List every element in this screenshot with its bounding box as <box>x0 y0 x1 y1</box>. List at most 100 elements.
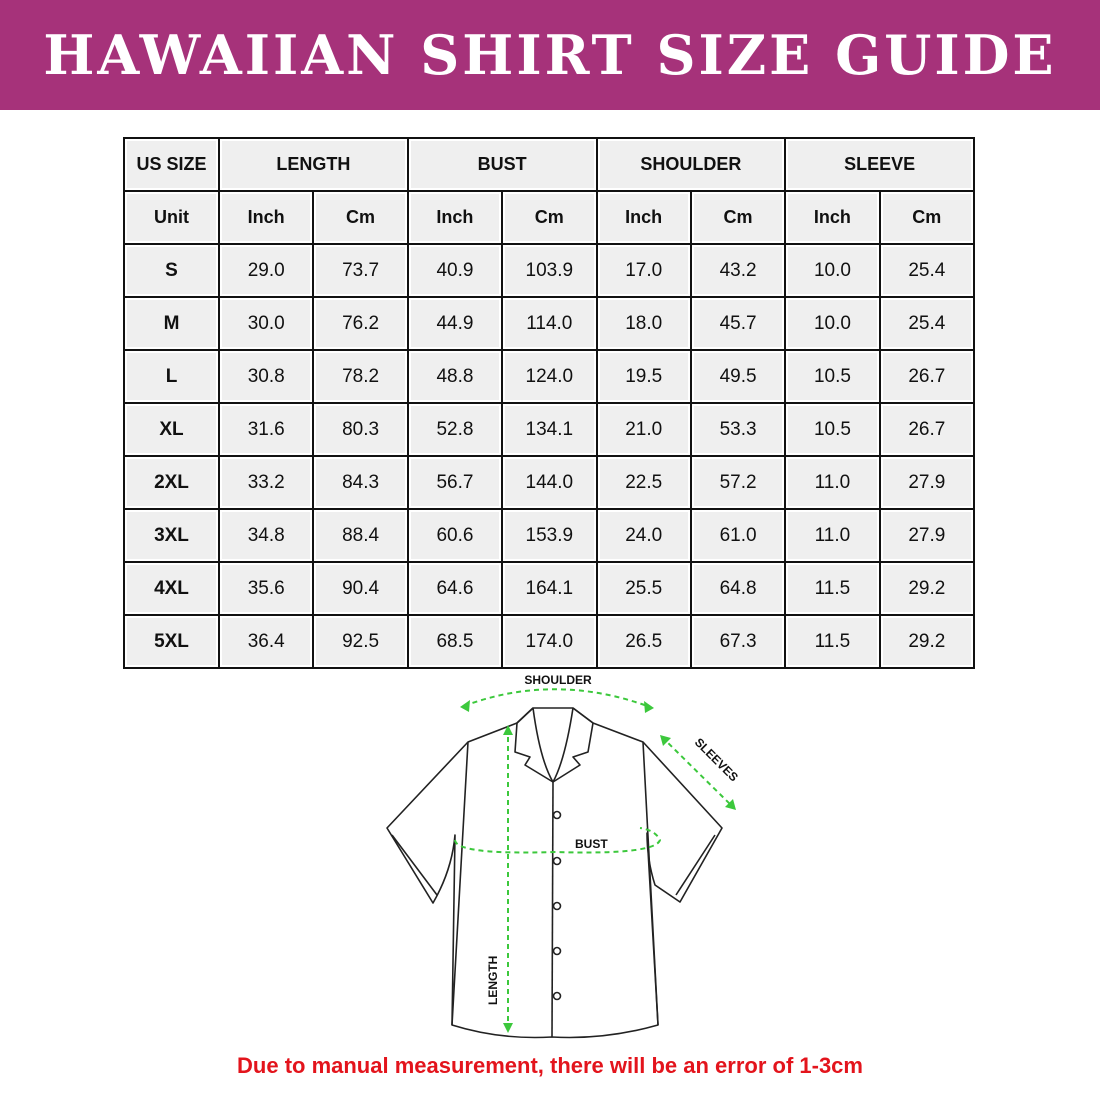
value-cell: 27.9 <box>878 455 976 510</box>
value-cell: 68.5 <box>406 614 504 669</box>
value-cell: 18.0 <box>595 296 692 351</box>
value-cell: 29.2 <box>878 614 976 669</box>
value-cell: 57.2 <box>689 455 787 510</box>
value-cell: 29.2 <box>878 561 976 616</box>
shirt-outline <box>386 707 723 1039</box>
value-cell: 30.8 <box>217 349 315 404</box>
value-cell: 64.6 <box>406 561 504 616</box>
table-row: 5XL 36.4 92.5 68.5 174.0 26.5 67.3 11.5 29.2 <box>123 614 976 669</box>
unit-label: Unit <box>123 190 220 245</box>
arrowheads <box>460 700 736 1033</box>
value-cell: 90.4 <box>312 561 409 616</box>
value-cell: 114.0 <box>501 296 598 351</box>
value-cell: 64.8 <box>689 561 787 616</box>
value-cell: 31.6 <box>217 402 315 457</box>
value-cell: 124.0 <box>501 349 598 404</box>
value-cell: 164.1 <box>501 561 598 616</box>
unit-cell: Inch <box>784 190 881 245</box>
value-cell: 11.5 <box>784 561 881 616</box>
value-cell: 60.6 <box>406 508 504 563</box>
value-cell: 92.5 <box>312 614 409 669</box>
table-row: 2XL 33.2 84.3 56.7 144.0 22.5 57.2 11.0 27.9 <box>123 455 976 510</box>
sleeves-label: SLEEVES <box>692 735 741 784</box>
value-cell: 21.0 <box>595 402 692 457</box>
value-cell: 84.3 <box>312 455 409 510</box>
value-cell: 134.1 <box>501 402 598 457</box>
value-cell: 25.5 <box>595 561 692 616</box>
unit-cell: Cm <box>312 190 409 245</box>
unit-cell: Inch <box>217 190 315 245</box>
value-cell: 49.5 <box>689 349 787 404</box>
sleeves-arrow <box>661 736 735 809</box>
value-cell: 34.8 <box>217 508 315 563</box>
unit-cell: Inch <box>595 190 692 245</box>
value-cell: 33.2 <box>217 455 315 510</box>
value-cell: 26.7 <box>878 349 976 404</box>
size-cell: M <box>123 296 220 351</box>
value-cell: 10.5 <box>784 402 881 457</box>
header-length: LENGTH <box>218 137 409 192</box>
table-row: XL 31.6 80.3 52.8 134.1 21.0 53.3 10.5 26.7 <box>123 402 976 457</box>
bust-label: BUST <box>575 837 608 851</box>
value-cell: 67.3 <box>689 614 787 669</box>
value-cell: 25.4 <box>878 296 976 351</box>
value-cell: 27.9 <box>878 508 976 563</box>
value-cell: 26.7 <box>878 402 976 457</box>
value-cell: 174.0 <box>501 614 598 669</box>
value-cell: 73.7 <box>312 243 409 298</box>
group-header-row: US SIZE LENGTH BUST SHOULDER SLEEVE <box>123 137 975 192</box>
table-row: M 30.0 76.2 44.9 114.0 18.0 45.7 10.0 25.4 <box>123 296 976 351</box>
value-cell: 17.0 <box>595 243 692 298</box>
page-title: HAWAIIAN SHIRT SIZE GUIDE <box>43 23 1057 87</box>
header-shoulder: SHOULDER <box>595 137 787 192</box>
unit-row: Unit Inch Cm Inch Cm Inch Cm Inch Cm <box>123 190 976 245</box>
table-row: 3XL 34.8 88.4 60.6 153.9 24.0 61.0 11.0 27.9 <box>123 508 976 563</box>
size-cell: XL <box>123 402 220 457</box>
value-cell: 44.9 <box>406 296 504 351</box>
unit-cell: Cm <box>878 190 976 245</box>
unit-cell: Cm <box>689 190 787 245</box>
measurement-note: Due to manual measurement, there will be… <box>237 1053 863 1078</box>
header-sleeve: SLEEVE <box>784 137 975 192</box>
value-cell: 10.0 <box>784 243 881 298</box>
measure-arrows <box>454 688 735 1030</box>
size-cell: S <box>123 243 220 298</box>
value-cell: 11.0 <box>784 455 881 510</box>
title-banner: HAWAIIAN SHIRT SIZE GUIDE <box>0 0 1100 110</box>
value-cell: 52.8 <box>406 402 504 457</box>
value-cell: 153.9 <box>501 508 598 563</box>
length-label: LENGTH <box>486 956 500 1005</box>
value-cell: 30.0 <box>217 296 315 351</box>
shoulder-arrow <box>463 688 651 708</box>
value-cell: 80.3 <box>312 402 409 457</box>
value-cell: 19.5 <box>595 349 692 404</box>
header-us-size: US SIZE <box>123 137 220 192</box>
size-table: US SIZE LENGTH BUST SHOULDER SLEEVE Unit… <box>123 137 976 669</box>
value-cell: 103.9 <box>501 243 598 298</box>
value-cell: 35.6 <box>217 561 315 616</box>
value-cell: 26.5 <box>595 614 692 669</box>
table-row: 4XL 35.6 90.4 64.6 164.1 25.5 64.8 11.5 29.2 <box>123 561 976 616</box>
value-cell: 88.4 <box>312 508 409 563</box>
value-cell: 78.2 <box>312 349 409 404</box>
value-cell: 53.3 <box>689 402 787 457</box>
value-cell: 144.0 <box>501 455 598 510</box>
header-bust: BUST <box>406 137 598 192</box>
value-cell: 56.7 <box>406 455 504 510</box>
table-row: L 30.8 78.2 48.8 124.0 19.5 49.5 10.5 26.7 <box>123 349 976 404</box>
bust-line <box>454 827 662 854</box>
size-cell: 4XL <box>123 561 220 616</box>
value-cell: 10.0 <box>784 296 881 351</box>
value-cell: 61.0 <box>689 508 787 563</box>
value-cell: 29.0 <box>217 243 315 298</box>
value-cell: 11.5 <box>784 614 881 669</box>
value-cell: 45.7 <box>689 296 787 351</box>
value-cell: 10.5 <box>784 349 881 404</box>
size-cell: 5XL <box>123 614 220 669</box>
value-cell: 48.8 <box>406 349 504 404</box>
value-cell: 43.2 <box>689 243 787 298</box>
table-row: S 29.0 73.7 40.9 103.9 17.0 43.2 10.0 25.4 <box>123 243 976 298</box>
value-cell: 24.0 <box>595 508 692 563</box>
value-cell: 36.4 <box>217 614 315 669</box>
size-cell: L <box>123 349 220 404</box>
